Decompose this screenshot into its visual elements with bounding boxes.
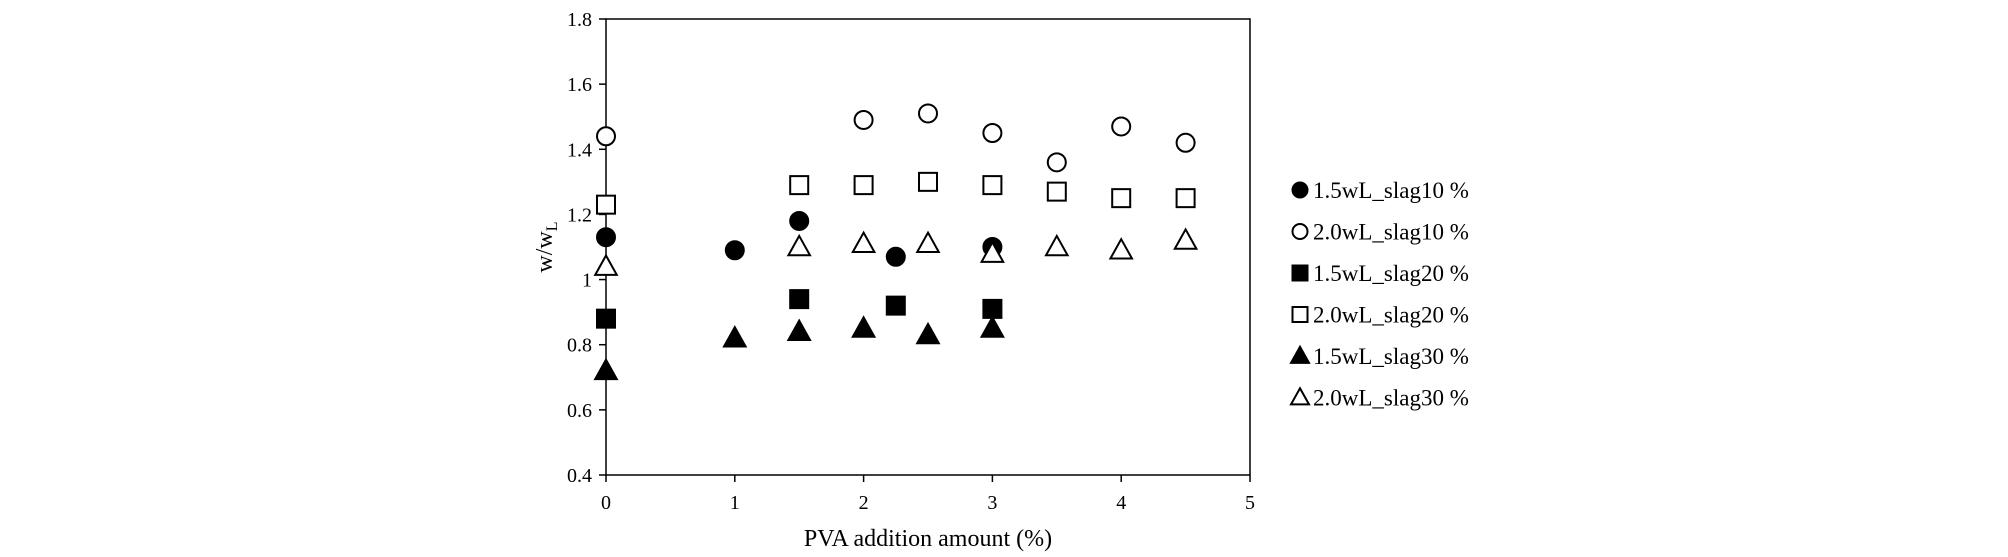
series-4 <box>596 171 1196 215</box>
legend-label: 2.0wL_slag20 % <box>1313 303 1469 328</box>
legend-marker <box>1291 264 1309 282</box>
data-point <box>885 246 906 267</box>
series-6 <box>593 227 1199 276</box>
legend: 1.5wL_slag10 % 2.0wL_slag10 % 1.5wL_slag20… <box>1289 178 1469 411</box>
data-markers <box>593 103 1199 381</box>
series-3 <box>596 289 1003 329</box>
legend-marker <box>1289 344 1311 364</box>
legend-marker <box>1291 223 1309 240</box>
data-point <box>853 109 874 130</box>
data-point <box>851 230 877 254</box>
y-tick-label: 1.8 <box>567 9 592 31</box>
x-tick-label: 3 <box>987 492 997 514</box>
data-point <box>982 298 1003 319</box>
x-tick-label: 0 <box>601 492 611 514</box>
legend-item: 1.5wL_slag20 % <box>1291 261 1469 286</box>
y-tick-label: 1.6 <box>567 74 592 96</box>
data-point <box>724 240 745 261</box>
legend-marker <box>1291 306 1309 323</box>
y-tick-label: 1.4 <box>567 139 592 161</box>
series-5 <box>593 315 1005 381</box>
data-point <box>979 315 1005 338</box>
data-point <box>982 123 1003 143</box>
data-point <box>885 295 906 316</box>
legend-item: 2.0wL_slag20 % <box>1291 303 1469 328</box>
data-point <box>918 103 938 124</box>
y-tick-label: 0.8 <box>567 335 592 357</box>
data-point <box>789 289 810 310</box>
data-point <box>1173 227 1199 250</box>
legend-marker <box>1291 181 1309 199</box>
data-point <box>786 233 812 257</box>
x-axis-ticks: 0 1 2 3 4 5 <box>601 475 1255 514</box>
data-point <box>1046 152 1067 173</box>
data-point <box>1175 132 1196 153</box>
x-axis-label: PVA addition amount (%) <box>804 526 1052 552</box>
x-tick-label: 1 <box>730 492 740 514</box>
data-point <box>786 318 812 341</box>
data-point <box>853 175 874 196</box>
data-point <box>593 357 619 381</box>
data-point <box>722 325 748 348</box>
data-point <box>915 230 941 254</box>
data-point <box>1175 188 1196 209</box>
y-tick-label: 0.6 <box>567 400 592 422</box>
data-point <box>596 194 616 215</box>
data-point <box>918 171 938 192</box>
legend-label: 2.0wL_slag10 % <box>1313 220 1469 245</box>
data-point <box>596 126 616 147</box>
y-tick-label: 0.4 <box>567 465 592 487</box>
legend-label: 1.5wL_slag10 % <box>1313 178 1469 203</box>
legend-item: 1.5wL_slag30 % <box>1289 344 1469 369</box>
x-tick-label: 2 <box>859 492 869 514</box>
legend-label: 1.5wL_slag30 % <box>1313 344 1469 369</box>
data-point <box>1111 188 1132 209</box>
data-point <box>979 240 1005 263</box>
legend-label: 1.5wL_slag20 % <box>1313 261 1469 286</box>
data-point <box>596 227 616 248</box>
data-point <box>915 321 941 345</box>
y-axis-label-subscript: L <box>544 221 561 231</box>
y-axis-ticks: 0.4 0.6 0.8 1 1.2 1.4 1.6 1.8 <box>567 9 606 487</box>
data-point <box>596 308 616 329</box>
legend-item: 1.5wL_slag10 % <box>1291 178 1469 203</box>
legend-item: 2.0wL_slag10 % <box>1291 220 1469 245</box>
series-2 <box>596 103 1196 173</box>
legend-label: 2.0wL_slag30 % <box>1313 386 1469 411</box>
data-point <box>1111 116 1132 137</box>
y-axis-label-main: w/w <box>532 231 558 273</box>
legend-marker <box>1289 386 1311 406</box>
y-axis-label: w/wL <box>532 221 561 272</box>
legend-item: 2.0wL_slag30 % <box>1289 386 1469 411</box>
data-point <box>1108 237 1134 260</box>
x-tick-label: 5 <box>1245 492 1255 514</box>
y-tick-label: 1.2 <box>567 204 592 226</box>
y-tick-label: 1 <box>582 270 592 292</box>
data-point <box>1044 233 1070 257</box>
data-point <box>789 175 810 196</box>
data-point <box>789 210 810 231</box>
x-tick-label: 4 <box>1116 492 1126 514</box>
data-point <box>851 315 877 338</box>
data-point <box>1046 181 1067 202</box>
data-point <box>982 175 1003 196</box>
data-point <box>593 253 619 276</box>
